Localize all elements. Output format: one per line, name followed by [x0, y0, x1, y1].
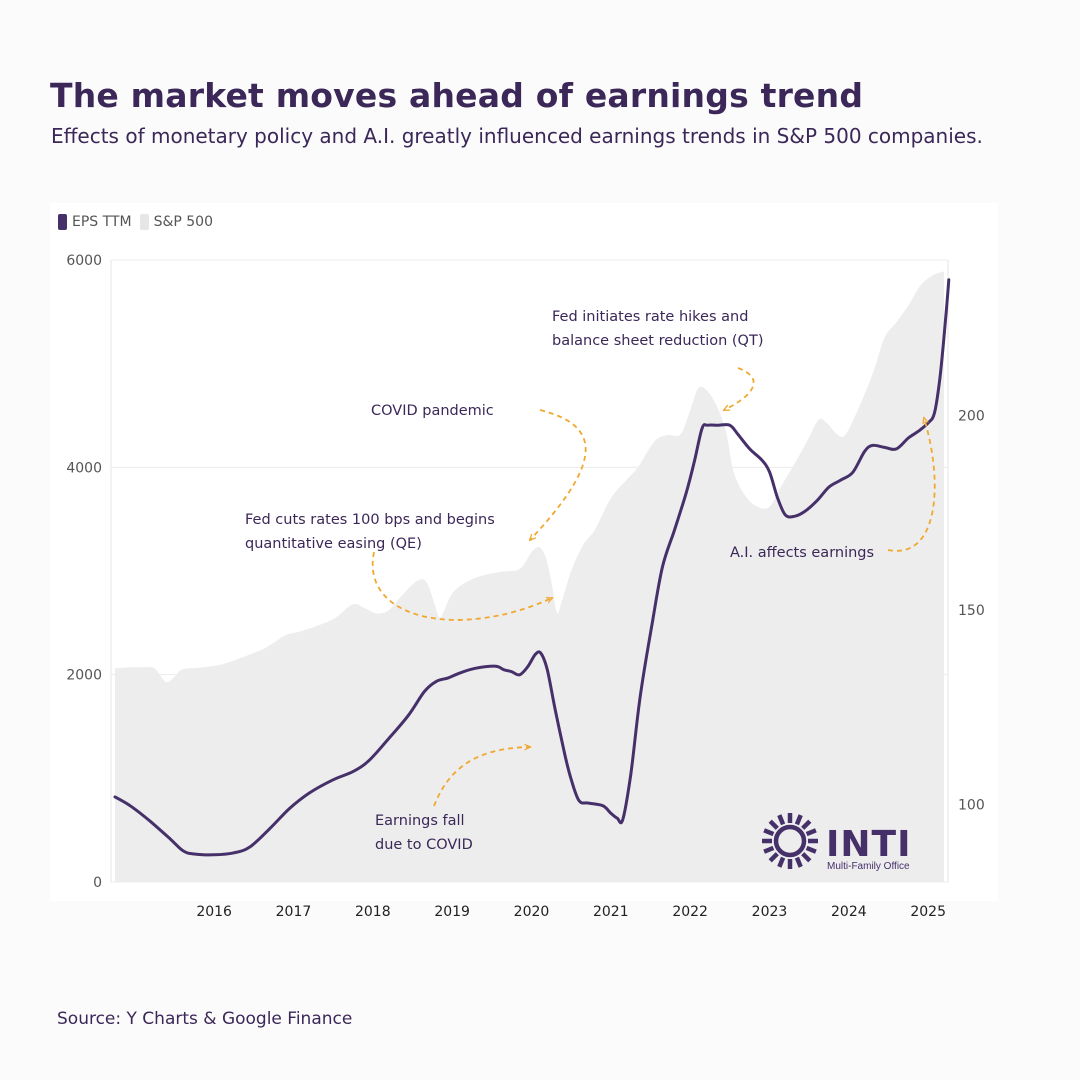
annotation-earnings-fall-line2: due to COVID [375, 837, 473, 853]
y-axis-right: 100 150 200 [958, 409, 985, 814]
annotation-arrows [371, 367, 936, 807]
arrow-earnings-fall [433, 747, 530, 807]
x-tick-label: 2016 [196, 904, 232, 920]
arrow-ai [887, 418, 936, 552]
annotation-earnings-fall-line1: Earnings fall [375, 813, 465, 829]
chart-title: The market moves ahead of earnings trend [50, 76, 864, 115]
arrow-covid-pandemic [530, 409, 587, 540]
legend-label-eps: EPS TTM [72, 214, 132, 230]
x-axis: 2016 2017 2018 2019 2020 2021 2022 2023 2024 2025 [196, 904, 946, 920]
y-right-tick-label: 150 [958, 603, 985, 619]
x-tick-label: 2017 [276, 904, 312, 920]
sun-ray [805, 828, 817, 837]
sun-icon [762, 813, 818, 869]
sun-ray [805, 845, 817, 854]
legend: EPS TTM S&P 500 [58, 214, 221, 230]
annotation-qt-line1: Fed initiates rate hikes and [552, 309, 748, 325]
legend-item-sp500: S&P 500 [139, 214, 213, 230]
y-right-tick-label: 200 [958, 409, 985, 425]
inti-logo: INTI Multi-Family Office [762, 813, 911, 872]
sun-ray [794, 856, 803, 868]
eps-ttm-line [113, 278, 951, 857]
y-left-tick-label: 0 [93, 875, 102, 891]
arrow-qt [724, 367, 755, 410]
y-left-tick-label: 4000 [66, 460, 102, 476]
arrow-qe [371, 551, 552, 621]
annotation-earnings-fall: Earnings fall due to COVID [375, 813, 473, 853]
annotation-covid-pandemic-line1: COVID pandemic [371, 403, 494, 419]
x-tick-label: 2018 [355, 904, 391, 920]
legend-item-eps: EPS TTM [58, 214, 132, 230]
sun-ray [801, 819, 812, 830]
annotation-qe-line2: quantitative easing (QE) [245, 536, 422, 552]
legend-swatch-sp500 [139, 214, 149, 230]
annotation-qe: Fed cuts rates 100 bps and begins quanti… [245, 512, 499, 552]
annotation-qe-line1: Fed cuts rates 100 bps and begins [245, 512, 495, 528]
annotation-covid-pandemic: COVID pandemic [371, 403, 494, 419]
sun-ray [801, 852, 812, 863]
sun-ray [768, 819, 779, 830]
x-tick-label: 2020 [514, 904, 550, 920]
y-right-tick-label: 100 [958, 797, 985, 813]
legend-label-sp500: S&P 500 [153, 214, 213, 230]
x-tick-label: 2024 [831, 904, 867, 920]
x-tick-label: 2023 [752, 904, 788, 920]
legend-swatch-eps [58, 214, 67, 230]
y-left-tick-label: 2000 [66, 668, 102, 684]
sp500-area [115, 271, 944, 882]
chart-canvas: 0 2000 4000 6000 100 150 200 2016 2017 2018 2019… [66, 253, 985, 920]
sun-ray [777, 856, 786, 868]
annotation-ai-line1: A.I. affects earnings [730, 545, 874, 561]
chart-subtitle: Effects of monetary policy and A.I. grea… [51, 124, 983, 148]
annotation-qt-line2: balance sheet reduction (QT) [552, 333, 763, 349]
y-axis-left: 0 2000 4000 6000 [66, 253, 102, 891]
x-tick-label: 2022 [672, 904, 708, 920]
sun-ray [763, 845, 775, 854]
annotation-qt: Fed initiates rate hikes and balance she… [552, 309, 763, 349]
sun-ray [777, 814, 786, 826]
sun-ray [768, 852, 779, 863]
x-tick-label: 2021 [593, 904, 629, 920]
y-left-tick-label: 6000 [66, 253, 102, 269]
source-note: Source: Y Charts & Google Finance [57, 1009, 353, 1029]
annotation-ai: A.I. affects earnings [730, 545, 874, 561]
x-tick-label: 2025 [910, 904, 946, 920]
logo-name: INTI [826, 824, 911, 865]
logo-tagline: Multi-Family Office [827, 861, 910, 872]
x-tick-label: 2019 [434, 904, 470, 920]
sun-ray [763, 828, 775, 837]
sun-ray [794, 814, 803, 826]
